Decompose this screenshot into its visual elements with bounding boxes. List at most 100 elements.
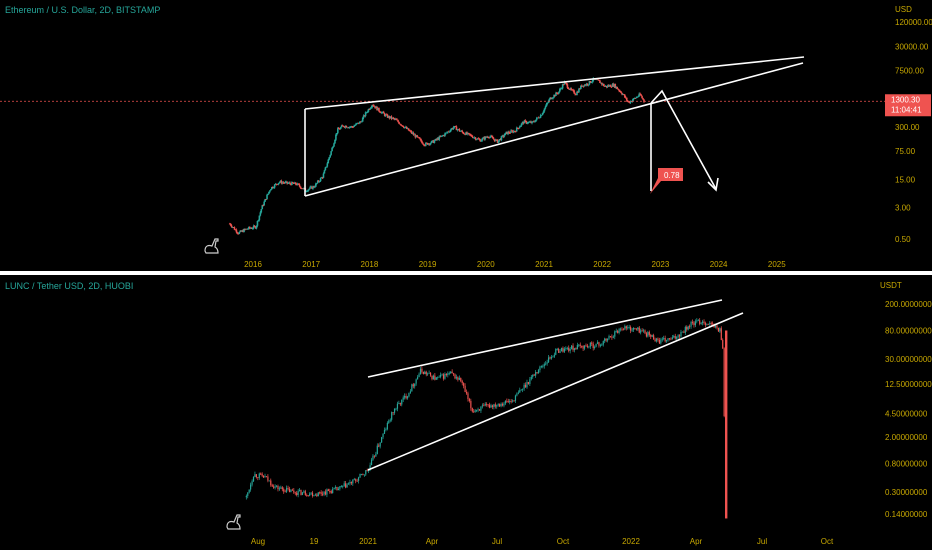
lunc-candle-body [686,327,688,330]
eth-candle-body [586,83,589,86]
lunc-candle-body [445,373,447,375]
lunc-candle-body [722,339,724,349]
eth-candle-body [348,126,351,128]
eth-upper-trendline[interactable] [304,56,805,110]
eth-candle-body [412,132,415,135]
eth-candle-body [613,84,616,87]
eth-x-tick-label: 2020 [477,260,495,269]
lunc-candle-body [346,484,348,488]
eth-candle-body [442,135,444,136]
eth-candle-body [466,132,468,135]
lunc-candle-body [605,338,607,341]
lunc-candle-body [555,349,557,355]
eth-candle-body [635,97,638,99]
eth-candle-body [266,194,268,200]
lunc-candle-body [402,397,404,400]
eth-candle-body [440,135,442,137]
eth-candle-body [293,182,296,184]
eth-candle-body [363,115,366,117]
eth-annotation-callout[interactable]: 0.78 [650,168,683,194]
lunc-candle-body [422,371,424,374]
lunc-candle-body [313,495,315,497]
eth-candle-body [522,122,525,124]
lunc-candle-body [298,489,301,491]
lunc-x-tick-label: 2021 [359,537,377,546]
lunc-candle-body [319,492,321,494]
eth-drawings[interactable] [304,56,805,197]
eth-candle-body [513,130,515,133]
lunc-candle-body [320,492,322,494]
eth-candle-body [599,80,601,84]
eth-candle-body [459,131,462,132]
eth-candle-body [235,229,238,233]
eth-candle-body [539,115,542,118]
lunc-candle-body [254,474,256,477]
eth-candle-body [470,135,473,137]
lunc-candle-body [277,485,279,490]
lunc-candle-body [596,342,599,344]
lunc-candle-body [442,374,445,379]
eth-candle-body [417,136,419,138]
lunc-candle-body [553,354,555,357]
lunc-candle-body [549,357,551,359]
eth-candle-body [494,139,497,142]
eth-candle-body [300,188,303,190]
eth-candle-body [414,134,417,138]
lunc-candle-body [483,405,485,407]
lunc-candle-body [709,322,711,325]
lunc-chart-title: LUNC / Tether USD, 2D, HUOBI [5,281,133,291]
lunc-candle-body [406,396,409,399]
lunc-candle-body [250,484,252,490]
eth-candle-body [469,133,471,135]
eth-candle-body [575,94,577,96]
lunc-candle-body [520,389,522,391]
lunc-candle-body [355,479,357,481]
lunc-candle-body [476,410,478,412]
eth-candle-body [481,138,484,141]
lunc-candle-body [697,320,699,322]
eth-candle-body [281,182,284,184]
lunc-candle-body [484,404,486,406]
lunc-candle-body [526,382,528,388]
eth-candle-body [610,86,613,88]
lunc-candle-body [654,339,656,342]
lunc-candle-body [501,403,504,406]
lunc-upper-trendline[interactable] [367,299,723,378]
eth-candle-body [360,121,363,123]
eth-candle-body [579,88,581,90]
eth-candle-body [230,225,233,228]
eth-candle-body [537,117,540,119]
lunc-candle-body [499,404,501,407]
lunc-candle-body [306,495,308,496]
lunc-candle-body [604,338,606,342]
lunc-candle-body [581,345,583,347]
eth-projection-arrow[interactable] [650,89,717,190]
lunc-candle-body [621,328,623,330]
lunc-drawings[interactable] [367,299,744,471]
eth-candle-body [283,182,286,184]
lunc-candle-body [559,351,561,353]
eth-candle-body [618,89,620,91]
eth-candle-body [408,130,411,132]
lunc-candle-body [477,409,479,411]
lunc-candle-body [300,489,302,495]
eth-candle-body [591,81,594,83]
lunc-x-tick-label: Jul [757,537,767,546]
eth-candle-body [238,232,241,234]
eth-candle-body [511,130,513,132]
lunc-candle-body [657,338,659,340]
eth-candle-body [557,93,559,95]
eth-candle-body [514,131,517,133]
lunc-candle-body [409,391,411,393]
lunc-candle-body [493,404,495,408]
eth-lower-trendline[interactable] [304,62,804,197]
lunc-candle-body [391,412,393,420]
eth-candle-body [376,106,378,111]
eth-candle-body [485,136,487,138]
eth-candle-body [634,98,637,99]
eth-candle-body [286,181,288,184]
lunc-lower-trendline[interactable] [367,312,744,471]
lunc-candle-body [543,364,545,367]
lunc-candle-body [286,487,288,492]
